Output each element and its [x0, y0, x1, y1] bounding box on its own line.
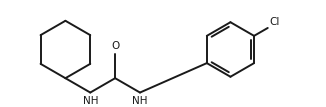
Text: Cl: Cl [269, 16, 279, 27]
Text: O: O [111, 41, 119, 51]
Text: NH: NH [132, 96, 148, 106]
Text: NH: NH [82, 96, 98, 106]
